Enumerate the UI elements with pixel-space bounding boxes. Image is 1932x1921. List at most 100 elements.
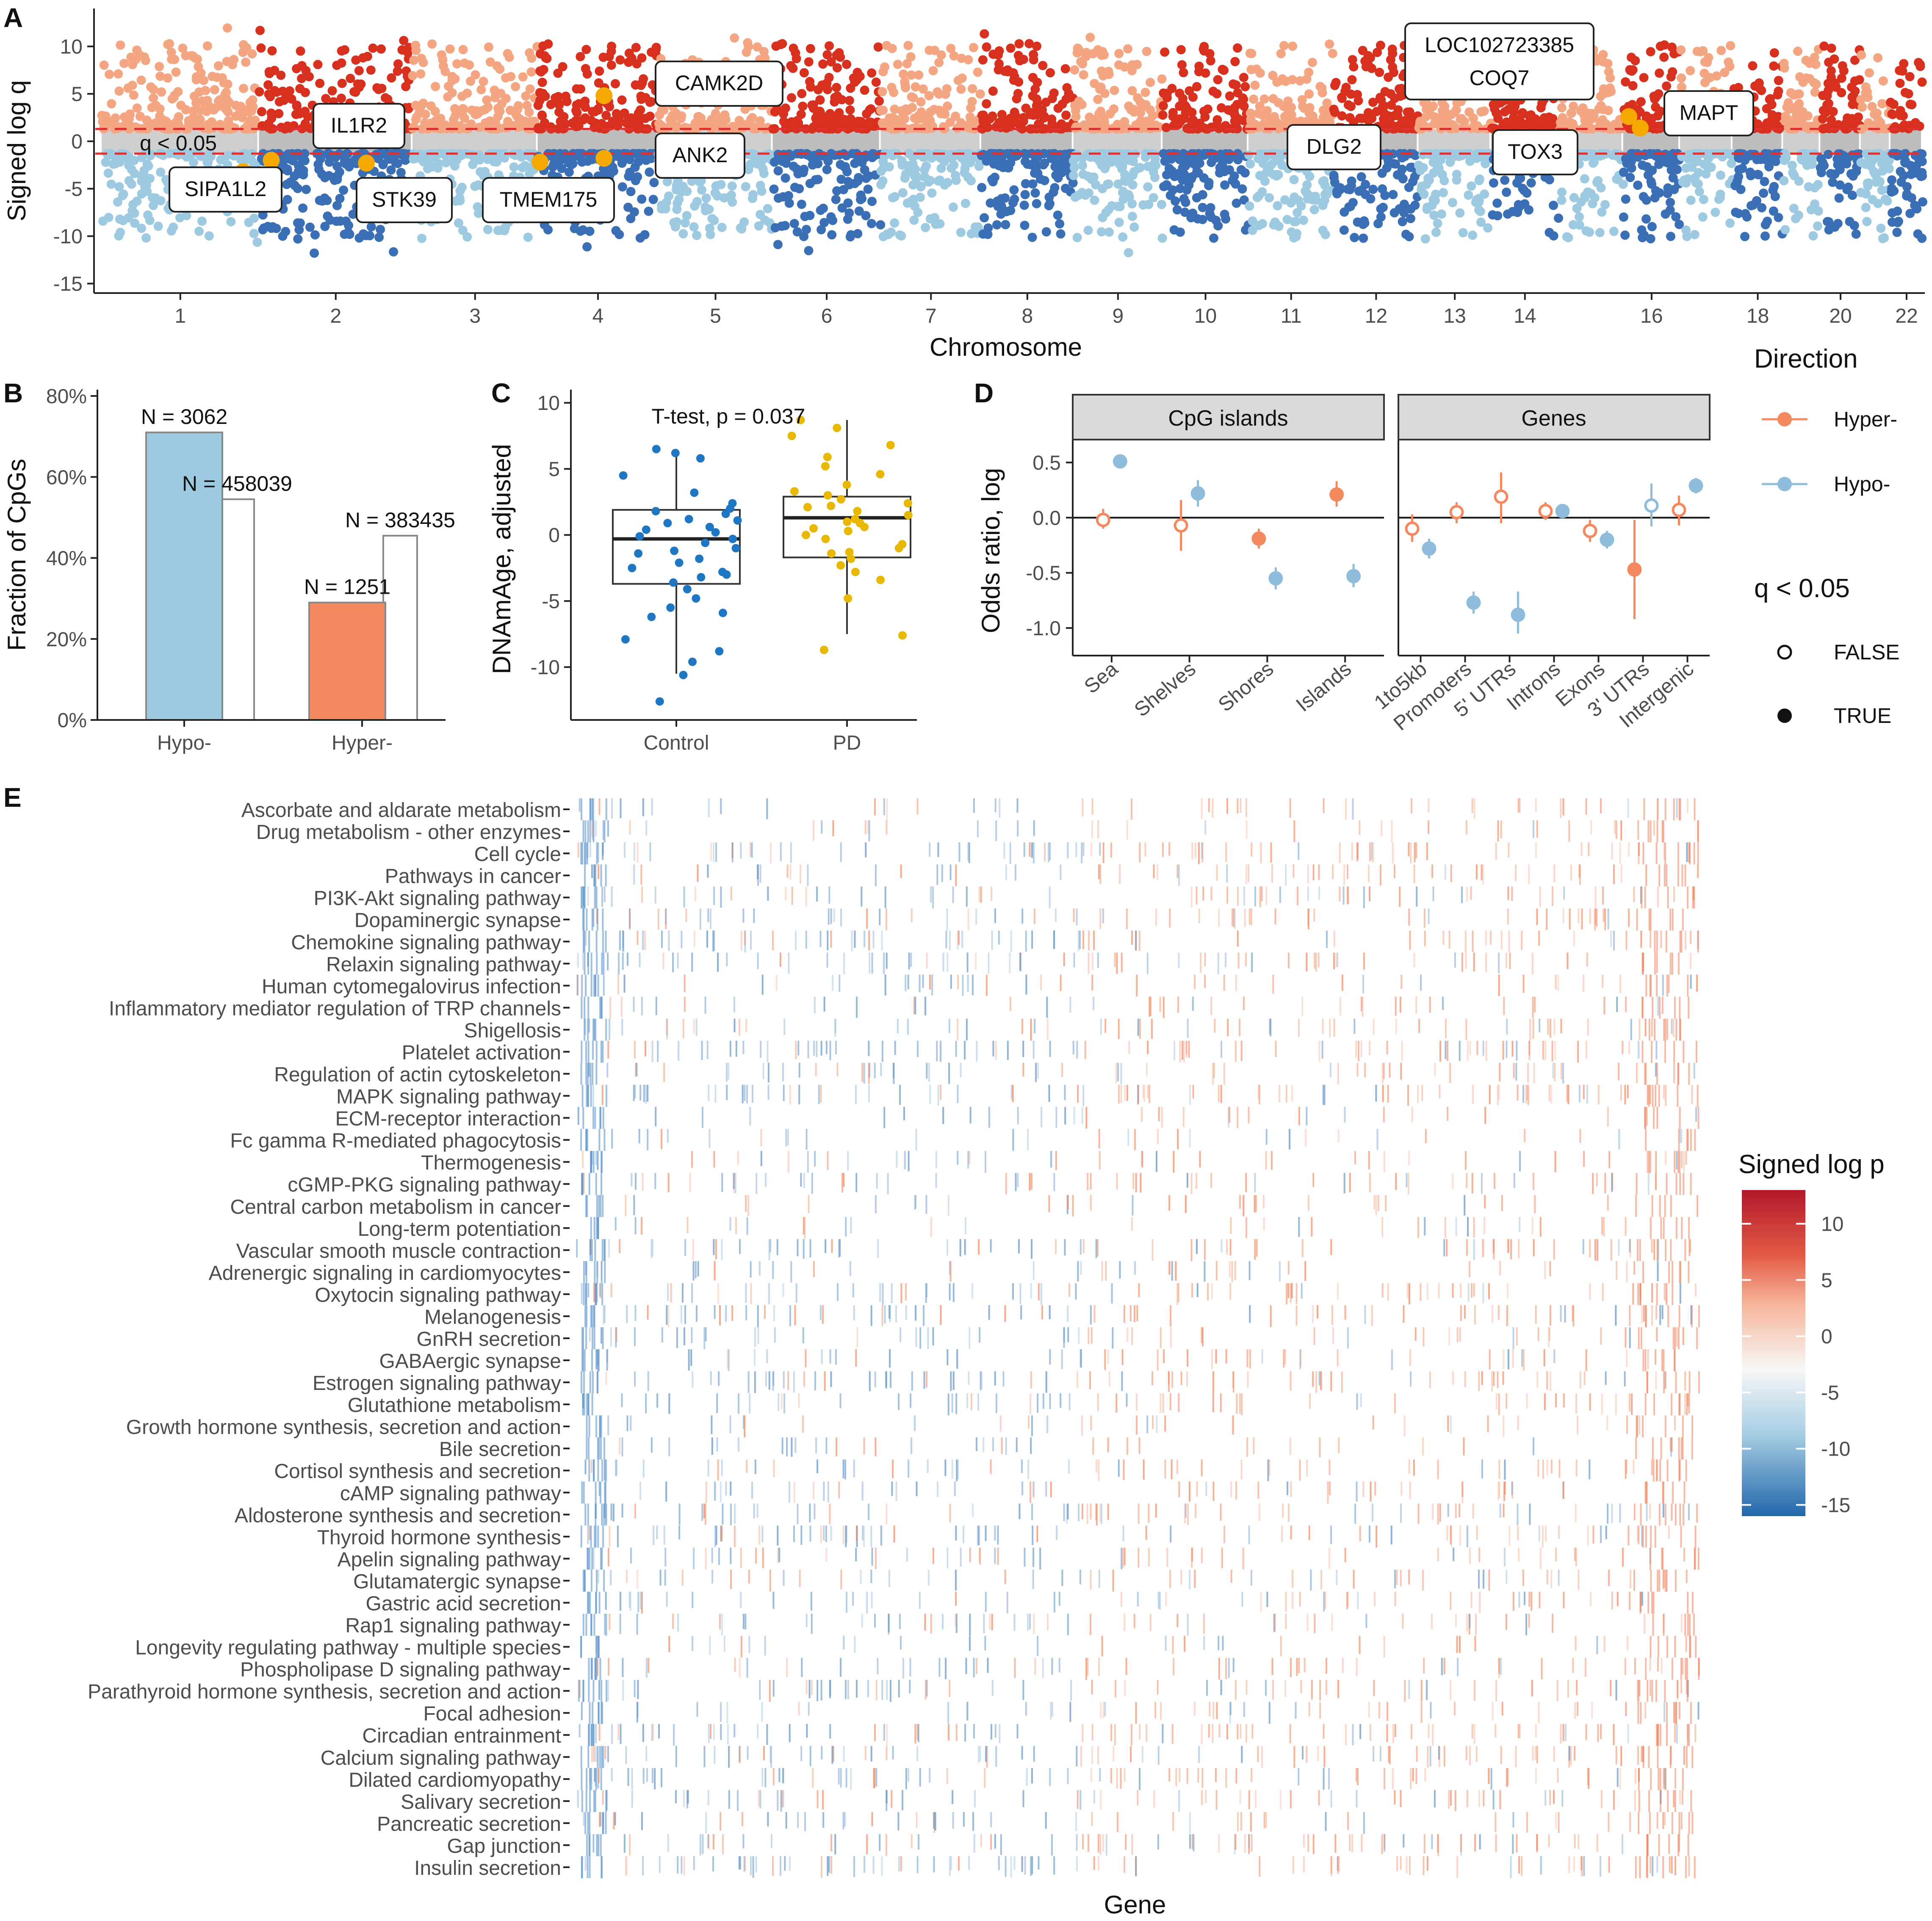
cpg-point bbox=[828, 216, 838, 225]
cpg-point bbox=[1585, 227, 1594, 237]
y-tick-label: 0% bbox=[58, 709, 87, 732]
y-tick-label: 5 bbox=[548, 458, 560, 481]
cpg-point bbox=[1395, 204, 1404, 214]
cpg-point bbox=[1619, 212, 1628, 222]
cpg-point bbox=[631, 43, 641, 53]
cpg-point bbox=[358, 229, 368, 239]
cpg-point bbox=[1074, 44, 1083, 54]
x-tick-label: Sea bbox=[1080, 658, 1122, 698]
cpg-point bbox=[1174, 119, 1183, 129]
cpg-point bbox=[1567, 108, 1576, 118]
cpg-point bbox=[645, 111, 655, 121]
cpg-point bbox=[852, 150, 861, 160]
cpg-point bbox=[631, 120, 640, 130]
data-point bbox=[718, 609, 727, 617]
cpg-point bbox=[1598, 50, 1608, 60]
cpg-point bbox=[1621, 194, 1630, 204]
cpg-point bbox=[431, 82, 440, 91]
cpg-point bbox=[888, 193, 897, 202]
cpg-point bbox=[1099, 124, 1109, 134]
cpg-point bbox=[741, 182, 750, 191]
cpg-point bbox=[1365, 53, 1375, 63]
cpg-point bbox=[213, 61, 223, 71]
cpg-point bbox=[935, 219, 945, 229]
cpg-point bbox=[1346, 102, 1356, 111]
cpg-point bbox=[344, 221, 354, 230]
cpg-point bbox=[1774, 86, 1783, 96]
cpg-point bbox=[1376, 41, 1385, 50]
cpg-point bbox=[554, 92, 563, 102]
cpg-point bbox=[515, 114, 525, 124]
cpg-point bbox=[1322, 189, 1332, 199]
panel-label-b: B bbox=[3, 378, 23, 408]
cpg-point bbox=[873, 42, 883, 52]
cpg-point bbox=[1440, 102, 1450, 111]
cpg-point bbox=[546, 100, 556, 109]
cpg-point bbox=[645, 97, 655, 107]
highlight-point bbox=[595, 149, 613, 167]
odds-point-nonsig bbox=[1405, 521, 1420, 536]
cpg-point bbox=[1384, 111, 1393, 121]
cpg-point bbox=[554, 149, 564, 159]
cpg-point bbox=[1833, 219, 1843, 228]
cpg-point bbox=[332, 161, 342, 171]
cpg-point bbox=[577, 157, 587, 167]
cpg-point bbox=[1072, 150, 1082, 160]
cpg-point bbox=[591, 118, 601, 128]
gene-label-text: DLG2 bbox=[1306, 135, 1362, 158]
cpg-point bbox=[644, 206, 653, 216]
cpg-point bbox=[1146, 105, 1155, 115]
cpg-point bbox=[1398, 116, 1408, 126]
data-point bbox=[684, 515, 693, 523]
cpg-point bbox=[145, 174, 155, 183]
cpg-point bbox=[399, 36, 409, 45]
y-axis-title: Odds ratio, log bbox=[977, 468, 1005, 633]
cpg-point bbox=[826, 149, 836, 158]
data-point bbox=[651, 507, 660, 516]
cpg-point bbox=[1518, 108, 1528, 118]
legend-false-label: FALSE bbox=[1834, 640, 1900, 664]
cpg-point bbox=[443, 92, 453, 102]
heatmap-cell bbox=[1471, 798, 1473, 813]
cpg-point bbox=[1168, 112, 1178, 122]
cpg-point bbox=[928, 66, 938, 75]
y-tick-label: -1.0 bbox=[1026, 617, 1061, 640]
cpg-point bbox=[1780, 155, 1789, 165]
cpg-point bbox=[1476, 107, 1486, 117]
y-tick-label: 10 bbox=[60, 36, 83, 58]
cpg-point bbox=[876, 220, 886, 230]
cpg-point bbox=[829, 113, 839, 122]
cpg-point bbox=[161, 175, 171, 185]
cpg-point bbox=[787, 123, 797, 133]
cpg-point bbox=[115, 214, 125, 224]
cpg-point bbox=[506, 72, 516, 81]
cpg-point bbox=[846, 83, 855, 93]
cpg-point bbox=[1288, 42, 1298, 51]
cpg-point bbox=[270, 66, 280, 75]
cpg-point bbox=[1056, 229, 1066, 239]
cpg-point bbox=[1255, 101, 1265, 111]
cpg-point bbox=[1514, 200, 1523, 210]
cpg-point bbox=[798, 168, 808, 177]
cpg-point bbox=[1179, 194, 1189, 204]
cpg-point bbox=[553, 160, 562, 169]
y-axis-title: Fraction of CpGs bbox=[3, 459, 31, 651]
cpg-point bbox=[1892, 227, 1902, 237]
cpg-point bbox=[147, 121, 156, 130]
data-point bbox=[679, 670, 688, 679]
cpg-point bbox=[247, 49, 257, 59]
cpg-point bbox=[1000, 193, 1010, 203]
cpg-point bbox=[916, 107, 926, 117]
cpg-point bbox=[181, 149, 191, 158]
cpg-point bbox=[1798, 107, 1807, 116]
cpg-point bbox=[1458, 228, 1468, 238]
cpg-point bbox=[411, 41, 421, 50]
cpg-point bbox=[1890, 122, 1900, 132]
cpg-point bbox=[274, 97, 284, 107]
x-tick-label: 14 bbox=[1514, 305, 1536, 327]
cpg-point bbox=[695, 177, 705, 187]
cpg-point bbox=[1134, 163, 1144, 173]
cpg-point bbox=[1204, 181, 1214, 191]
cpg-point bbox=[756, 122, 766, 132]
cpg-point bbox=[1429, 210, 1439, 220]
